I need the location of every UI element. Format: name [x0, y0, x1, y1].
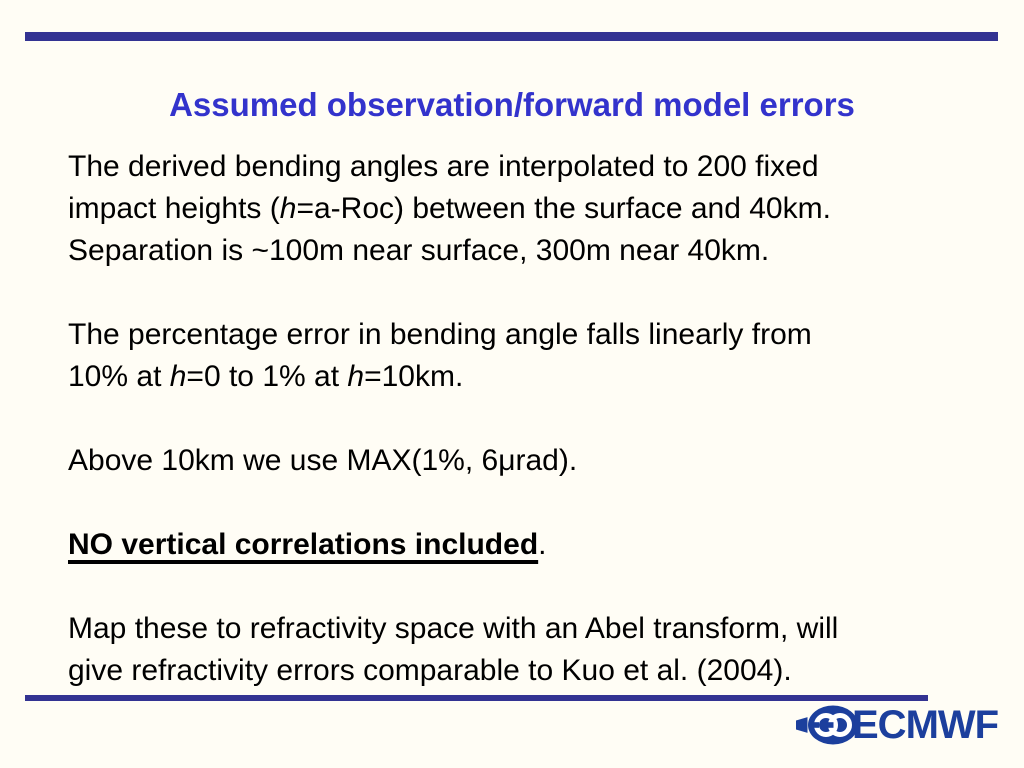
text-line: Map these to refractivity space with an …	[68, 608, 980, 650]
text-line: The percentage error in bending angle fa…	[68, 314, 980, 356]
text-run: h	[347, 360, 365, 393]
text-run: Separation is ~100m near surface, 300m n…	[68, 234, 770, 267]
text-run: .	[538, 528, 547, 561]
ecmwf-globe-icon	[796, 705, 858, 745]
text-line: Separation is ~100m near surface, 300m n…	[68, 230, 980, 272]
body-paragraph: Above 10km we use MAX(1%, 6μrad).	[68, 440, 980, 482]
text-line: give refractivity errors comparable to K…	[68, 650, 980, 692]
body-text: The derived bending angles are interpola…	[68, 146, 980, 692]
bottom-rule	[25, 695, 928, 701]
text-run: Map these to refractivity space with an …	[68, 612, 839, 645]
text-run: 10% at	[68, 360, 170, 393]
text-run: =10km.	[364, 360, 464, 393]
body-paragraph: NO vertical correlations included.	[68, 524, 980, 566]
ecmwf-logo: ECMWF	[796, 700, 999, 750]
text-run: impact heights (	[68, 192, 280, 225]
ecmwf-logo-text: ECMWF	[852, 703, 999, 747]
text-line: Above 10km we use MAX(1%, 6μrad).	[68, 440, 980, 482]
text-line: 10% at h=0 to 1% at h=10km.	[68, 356, 980, 398]
text-run: h	[169, 360, 187, 393]
text-line: impact heights (h=a-Roc) between the sur…	[68, 188, 980, 230]
body-paragraph: The derived bending angles are interpola…	[68, 146, 980, 272]
text-run: =0 to 1% at	[186, 360, 348, 393]
text-run: Above 10km we use MAX(1%, 6μrad).	[68, 444, 578, 477]
text-run: give refractivity errors comparable to K…	[68, 654, 792, 687]
text-run: =a-Roc) between the surface and 40km.	[296, 192, 831, 225]
body-paragraph: The percentage error in bending angle fa…	[68, 314, 980, 398]
text-run: h	[279, 192, 297, 225]
body-paragraph: Map these to refractivity space with an …	[68, 608, 980, 692]
slide-title: Assumed observation/forward model errors	[169, 86, 855, 123]
top-rule	[25, 32, 998, 41]
text-line: The derived bending angles are interpola…	[68, 146, 980, 188]
text-run: The percentage error in bending angle fa…	[68, 318, 812, 351]
text-run: The derived bending angles are interpola…	[68, 150, 819, 183]
text-run: NO vertical correlations included	[68, 528, 539, 561]
text-line: NO vertical correlations included.	[68, 524, 980, 566]
